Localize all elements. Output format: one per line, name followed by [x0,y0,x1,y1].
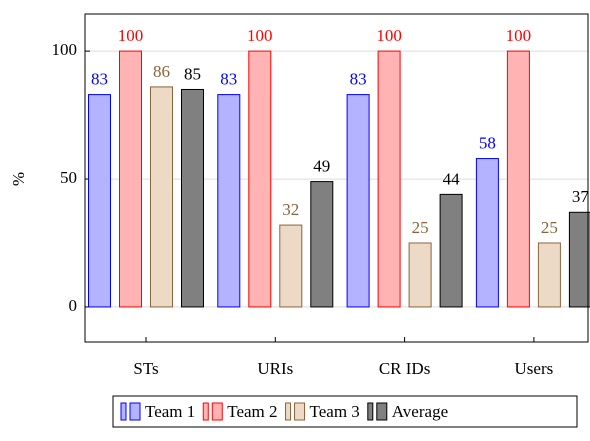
data-label: 86 [153,62,170,81]
bar [439,193,463,308]
data-label: 25 [412,218,429,237]
bar [88,94,111,308]
bar [537,242,561,308]
data-label: 100 [376,26,402,45]
data-label: 83 [350,69,367,88]
legend-label: Team 3 [310,402,360,421]
bar [181,88,204,308]
bar [568,211,590,308]
y-tick-label: 0 [69,296,78,315]
legend-swatch [211,402,223,421]
y-axis-label: % [9,172,28,186]
legend-label: Team 2 [227,402,277,421]
data-label: 100 [118,26,144,45]
data-label: 85 [184,64,201,83]
legend-swatch [129,402,141,421]
x-tick-label: Users [515,359,554,378]
plot-frame [84,13,589,343]
data-label: 83 [91,69,108,88]
bar [408,242,432,308]
data-label: 100 [506,26,532,45]
legend-swatch [285,402,292,421]
legend-box [112,395,578,428]
bar [217,94,241,308]
legend-label: Team 1 [145,402,195,421]
bar [150,86,173,308]
bar [310,181,334,308]
data-label: 58 [479,133,496,152]
x-tick-label: CR IDs [379,359,430,378]
legend-swatch [202,402,209,421]
data-label: 37 [572,187,590,206]
data-label: 44 [443,169,461,188]
legend-swatch [120,402,127,421]
x-tick-label: URIs [257,359,293,378]
legend-swatch [294,402,306,421]
bar [506,50,530,308]
legend-swatch [367,402,374,421]
y-tick-label: 100 [52,40,78,59]
data-label: 25 [541,218,558,237]
bar [377,50,401,308]
legend-swatch [376,402,388,421]
bar [279,224,303,308]
data-label: 49 [313,156,330,175]
legend-label: Average [392,402,448,421]
bar [475,158,499,308]
bar [119,50,142,308]
bar [346,94,370,308]
y-tick-label: 50 [60,168,77,187]
data-label: 83 [220,69,237,88]
data-label: 100 [247,26,273,45]
data-label: 32 [282,200,299,219]
bar [248,50,272,308]
x-tick-label: STs [133,359,158,378]
